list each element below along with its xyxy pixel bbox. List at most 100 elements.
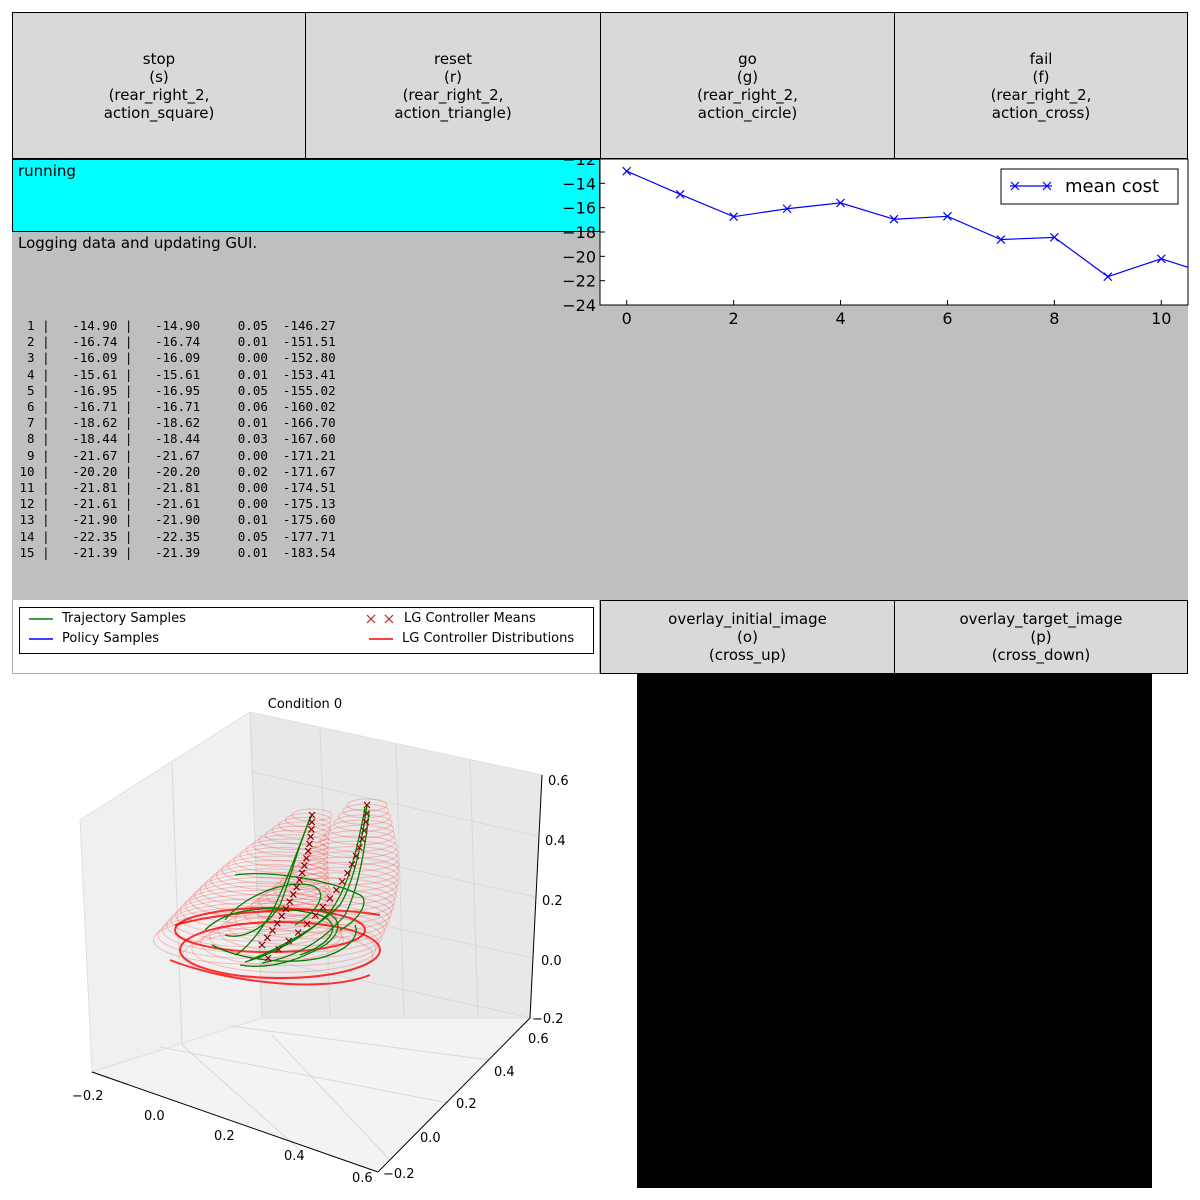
- reset-button-label: reset (r) (rear_right_2, action_triangle…: [394, 49, 512, 122]
- output-message: Logging data and updating GUI.: [18, 234, 258, 252]
- y-tick-1: 0.0: [420, 1131, 441, 1146]
- controller-mean-marker: [289, 891, 297, 898]
- z-tick-1: 0.0: [541, 954, 562, 969]
- controller-mean-marker: [303, 854, 310, 862]
- controller-mean-marker: [348, 861, 356, 868]
- trajectory-legend: Trajectory Samples Policy Samples LG Con…: [19, 607, 594, 654]
- controller-distribution-ellipse: [215, 859, 329, 891]
- x-tick-1: 0.0: [144, 1109, 165, 1124]
- x-tick-0: −0.2: [72, 1089, 104, 1104]
- overlay-target-image-button[interactable]: overlay_target_image (p) (cross_down): [894, 600, 1188, 674]
- overlay-initial-image-button[interactable]: overlay_initial_image (o) (cross_up): [600, 600, 895, 674]
- controller-distribution-ellipse: [200, 919, 380, 967]
- controller-distribution-ellipse: [298, 851, 400, 879]
- controller-distribution-ellipse: [191, 925, 377, 973]
- controller-distribution-ellipse: [227, 851, 329, 879]
- controller-mean-marker: [355, 844, 363, 851]
- mean-cost-point: [1156, 254, 1166, 264]
- legend-distributions-label: LG Controller Distributions: [402, 631, 575, 646]
- mean-cost-line: [626, 170, 1189, 278]
- controller-distribution-ellipse: [252, 834, 330, 856]
- controller-distribution-ellipse: [182, 930, 374, 980]
- reset-button[interactable]: reset (r) (rear_right_2, action_triangle…: [305, 12, 601, 159]
- controller-mean-marker: [338, 878, 346, 885]
- controller-mean-marker: [301, 862, 308, 869]
- controller-mean-marker: [333, 886, 340, 894]
- controller-mean-marker: [362, 818, 370, 826]
- y-tick-label: −14: [562, 174, 596, 193]
- controller-mean-marker: [358, 835, 366, 843]
- controller-mean-marker: [286, 898, 294, 906]
- z-tick-4: 0.6: [548, 774, 569, 789]
- y-axis-ticks: −0.2 0.0 0.2 0.4 0.6: [383, 1032, 549, 1182]
- y-tick-label: −16: [562, 199, 596, 218]
- controller-distribution-ellipse: [346, 798, 388, 812]
- z-axis-ticks: −0.2 0.0 0.2 0.4 0.6: [532, 774, 569, 1027]
- controller-distribution-ellipse: [166, 902, 340, 948]
- chart-legend: mean cost: [1000, 168, 1179, 205]
- stop-button[interactable]: stop (s) (rear_right_2, action_square): [12, 12, 306, 159]
- z-tick-3: 0.4: [545, 834, 566, 849]
- lg-controller-means: [258, 801, 371, 962]
- controller-mean-marker: [319, 903, 327, 911]
- controller-mean-marker: [298, 869, 306, 877]
- fail-button-label: fail (f) (rear_right_2, action_cross): [990, 49, 1092, 122]
- legend-policy-label: Policy Samples: [62, 631, 160, 646]
- x-tick-label: 4: [835, 309, 845, 328]
- x-tick-label: 0: [622, 309, 632, 328]
- controller-mean-marker: [258, 941, 266, 949]
- mean-cost-point: [889, 214, 899, 224]
- controller-distribution-ellipse: [204, 868, 330, 902]
- controller-distribution-ellipse: [221, 855, 329, 885]
- x-axis-ticks: −0.2 0.0 0.2 0.4 0.6: [72, 1089, 373, 1186]
- overlay-initial-label: overlay_initial_image (o) (cross_up): [668, 610, 827, 664]
- controller-distribution-ellipse: [292, 856, 400, 886]
- controller-mean-marker: [352, 852, 360, 860]
- y-tick-label: −18: [562, 223, 596, 242]
- x-tick-label: 8: [1049, 309, 1059, 328]
- y-tick-label: −20: [562, 247, 596, 266]
- controller-mean-marker: [363, 801, 371, 809]
- controller-mean-marker: [306, 840, 313, 848]
- y-tick-label: −22: [562, 272, 596, 291]
- legend-mean-cost: mean cost: [1065, 176, 1159, 197]
- y-tick-3: 0.4: [494, 1065, 515, 1080]
- controller-mean-marker: [326, 895, 334, 902]
- go-button[interactable]: go (g) (rear_right_2, action_circle): [600, 12, 895, 159]
- controller-mean-marker: [344, 869, 351, 877]
- controller-mean-marker: [264, 954, 272, 962]
- controller-mean-marker: [303, 920, 311, 928]
- controller-distribution-ellipse: [239, 842, 329, 868]
- controller-mean-marker: [307, 826, 315, 833]
- legend-item-policy: Policy Samples: [28, 631, 159, 646]
- controller-mean-marker: [360, 827, 368, 834]
- controller-mean-marker: [308, 818, 316, 826]
- controller-distribution-ellipse: [170, 898, 338, 942]
- controller-mean-marker: [273, 919, 281, 927]
- z-tick-0: −0.2: [532, 1012, 564, 1027]
- mean-cost-point: [622, 166, 632, 176]
- controller-mean-marker: [294, 929, 302, 936]
- pane-grid: [159, 711, 539, 1161]
- x-tick-label: 10: [1151, 309, 1171, 328]
- controller-distribution-ellipse: [291, 808, 333, 822]
- controller-mean-marker: [311, 912, 319, 919]
- z-tick-2: 0.2: [542, 894, 563, 909]
- controller-mean-marker: [308, 811, 316, 819]
- controller-distribution-ellipse: [210, 864, 330, 896]
- controller-distribution-ellipse: [245, 838, 329, 862]
- x-tick-4: 0.6: [352, 1171, 373, 1186]
- x-tick-label: 6: [942, 309, 952, 328]
- controller-distribution-ellipse: [304, 846, 400, 872]
- y-tick-label: −12: [562, 159, 596, 169]
- output-panel-right: [600, 305, 1188, 600]
- status-text: running: [18, 162, 76, 180]
- controller-distribution-ellipse: [194, 876, 332, 914]
- controller-distribution-ellipse: [271, 821, 331, 839]
- fail-button[interactable]: fail (f) (rear_right_2, action_cross): [894, 12, 1188, 159]
- y-tick-4: 0.6: [528, 1032, 549, 1047]
- mean-cost-point: [1103, 272, 1113, 282]
- y-tick-2: 0.2: [456, 1097, 477, 1112]
- controller-mean-marker: [282, 905, 290, 913]
- mean-cost-point: [675, 189, 685, 199]
